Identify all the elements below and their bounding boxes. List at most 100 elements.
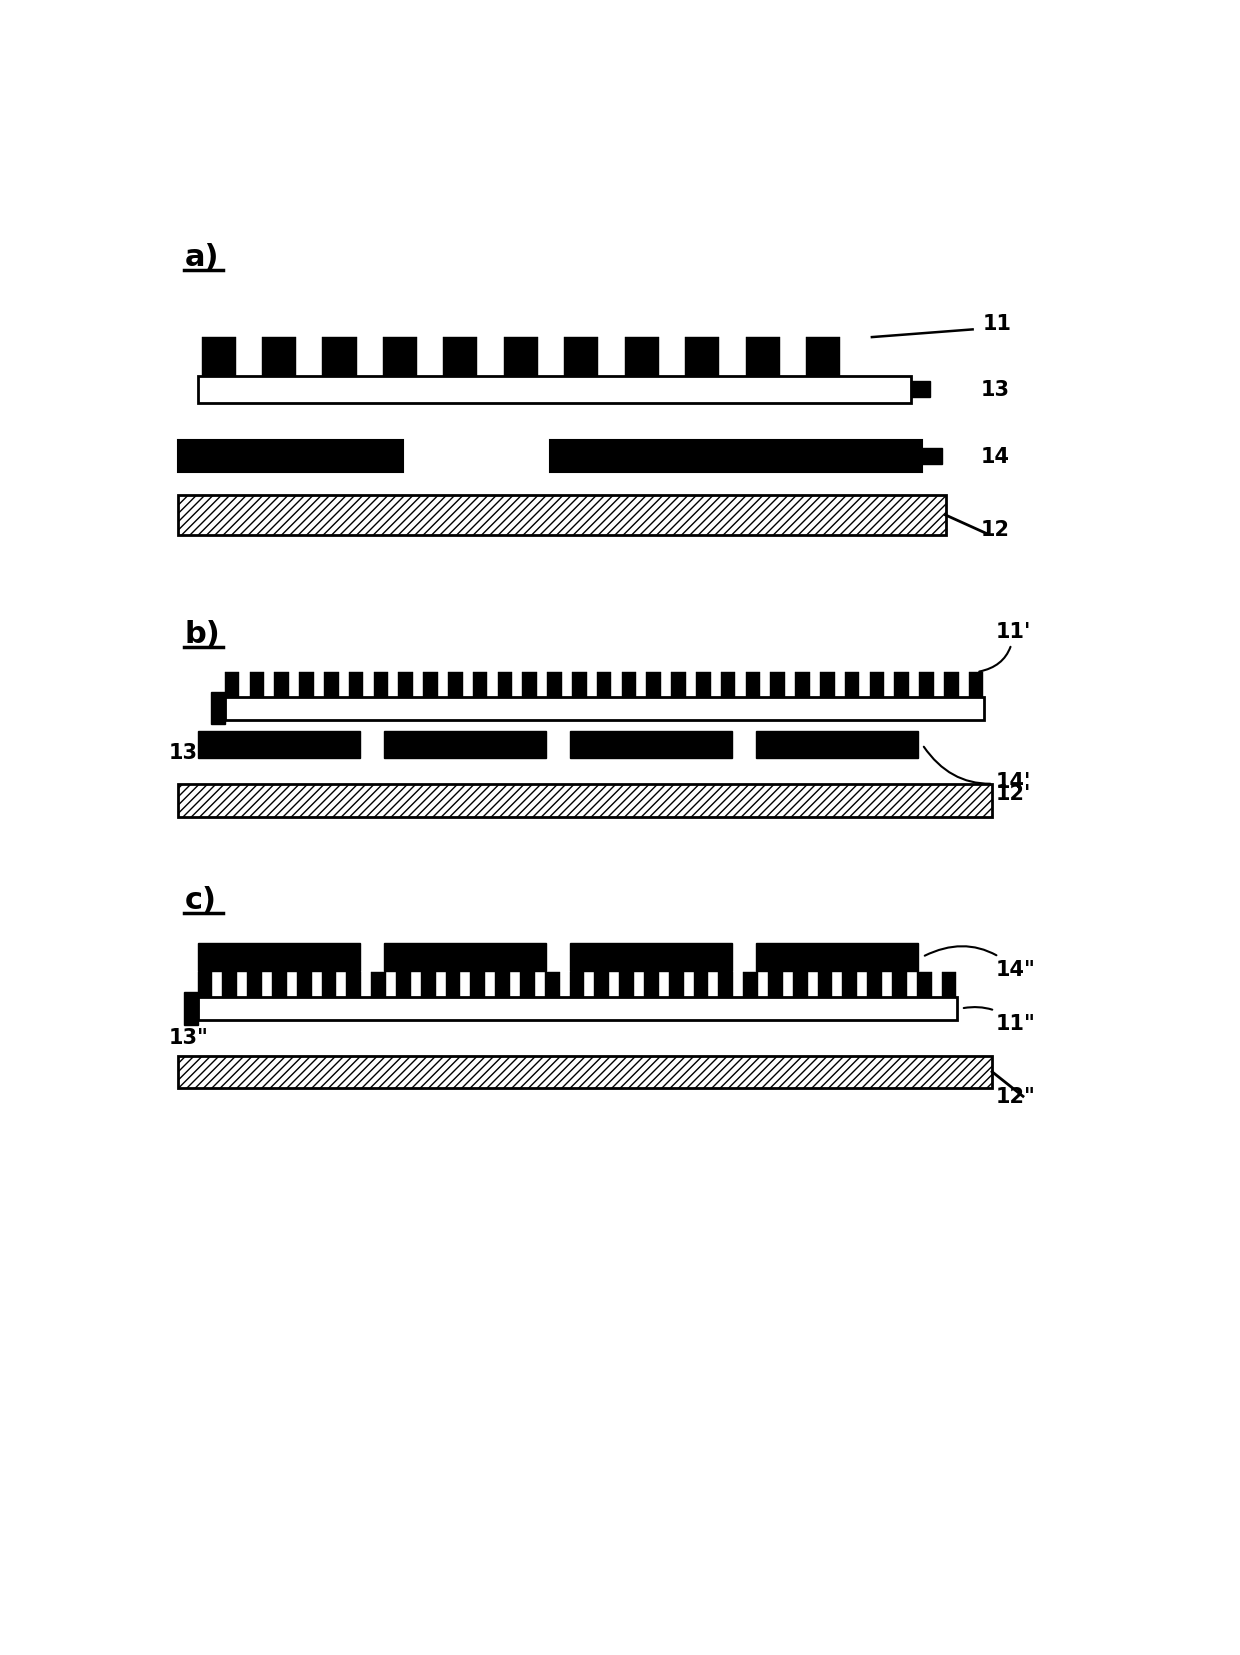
Bar: [547, 672, 562, 697]
Bar: [842, 973, 857, 998]
Bar: [755, 732, 919, 760]
Bar: [371, 973, 386, 998]
Bar: [910, 382, 930, 397]
Bar: [249, 672, 264, 697]
Bar: [755, 943, 919, 971]
Text: 11': 11': [980, 622, 1032, 672]
Bar: [923, 449, 941, 465]
Bar: [696, 672, 711, 697]
Bar: [495, 973, 510, 998]
Bar: [619, 973, 634, 998]
Bar: [472, 672, 487, 697]
Text: 13': 13': [169, 743, 205, 763]
Bar: [179, 1056, 992, 1089]
Bar: [718, 973, 733, 998]
Bar: [274, 672, 289, 697]
Bar: [179, 784, 992, 818]
Text: 13: 13: [981, 381, 1009, 401]
Bar: [768, 973, 782, 998]
Bar: [817, 973, 832, 998]
Bar: [820, 672, 835, 697]
Bar: [197, 973, 212, 998]
Bar: [625, 338, 658, 376]
Bar: [383, 732, 547, 760]
Bar: [867, 973, 882, 998]
Text: 12': 12': [996, 783, 1032, 803]
Bar: [968, 672, 983, 697]
Text: a): a): [185, 243, 219, 271]
Text: 13": 13": [169, 1028, 208, 1048]
Bar: [668, 973, 683, 998]
Bar: [179, 440, 403, 473]
Bar: [844, 672, 859, 697]
Bar: [448, 672, 463, 697]
Bar: [894, 672, 909, 697]
Bar: [373, 672, 388, 697]
Bar: [745, 338, 780, 376]
Bar: [420, 973, 435, 998]
Bar: [211, 693, 224, 725]
Bar: [644, 973, 658, 998]
Bar: [564, 338, 599, 376]
Bar: [197, 732, 361, 760]
Bar: [770, 672, 785, 697]
Text: 14': 14': [924, 748, 1032, 791]
Bar: [720, 672, 735, 697]
Bar: [348, 672, 363, 697]
Text: c): c): [185, 885, 217, 914]
Bar: [299, 672, 314, 697]
Bar: [444, 338, 477, 376]
Bar: [919, 672, 934, 697]
Bar: [594, 973, 609, 998]
Bar: [224, 672, 239, 697]
Bar: [693, 973, 708, 998]
Text: 11: 11: [982, 314, 1012, 334]
Bar: [806, 338, 841, 376]
Text: 11": 11": [963, 1008, 1035, 1034]
Bar: [745, 672, 760, 697]
Bar: [383, 943, 547, 971]
Bar: [569, 732, 733, 760]
Bar: [497, 672, 512, 697]
Bar: [941, 973, 956, 998]
Bar: [569, 973, 584, 998]
Bar: [572, 672, 587, 697]
Bar: [892, 973, 906, 998]
Bar: [272, 973, 286, 998]
Bar: [503, 338, 538, 376]
Bar: [184, 993, 197, 1024]
Bar: [916, 973, 931, 998]
Bar: [544, 973, 559, 998]
Bar: [383, 338, 417, 376]
Bar: [398, 672, 413, 697]
Bar: [792, 973, 807, 998]
Bar: [262, 338, 296, 376]
Bar: [596, 672, 611, 697]
Text: 14: 14: [981, 447, 1009, 467]
Bar: [396, 973, 410, 998]
Bar: [197, 376, 910, 404]
Bar: [179, 495, 945, 536]
Bar: [197, 998, 957, 1021]
Text: 12": 12": [996, 1087, 1035, 1107]
Text: b): b): [185, 619, 221, 649]
Bar: [324, 672, 339, 697]
Bar: [944, 672, 959, 697]
Text: 12: 12: [981, 520, 1009, 540]
Bar: [222, 973, 237, 998]
Bar: [445, 973, 460, 998]
Text: 14": 14": [925, 947, 1035, 980]
Bar: [224, 697, 985, 720]
Bar: [522, 672, 537, 697]
Bar: [201, 338, 236, 376]
Bar: [346, 973, 361, 998]
Bar: [551, 440, 923, 473]
Bar: [322, 338, 357, 376]
Bar: [743, 973, 758, 998]
Bar: [686, 338, 719, 376]
Bar: [197, 943, 361, 971]
Bar: [795, 672, 810, 697]
Bar: [247, 973, 262, 998]
Bar: [569, 943, 733, 971]
Bar: [646, 672, 661, 697]
